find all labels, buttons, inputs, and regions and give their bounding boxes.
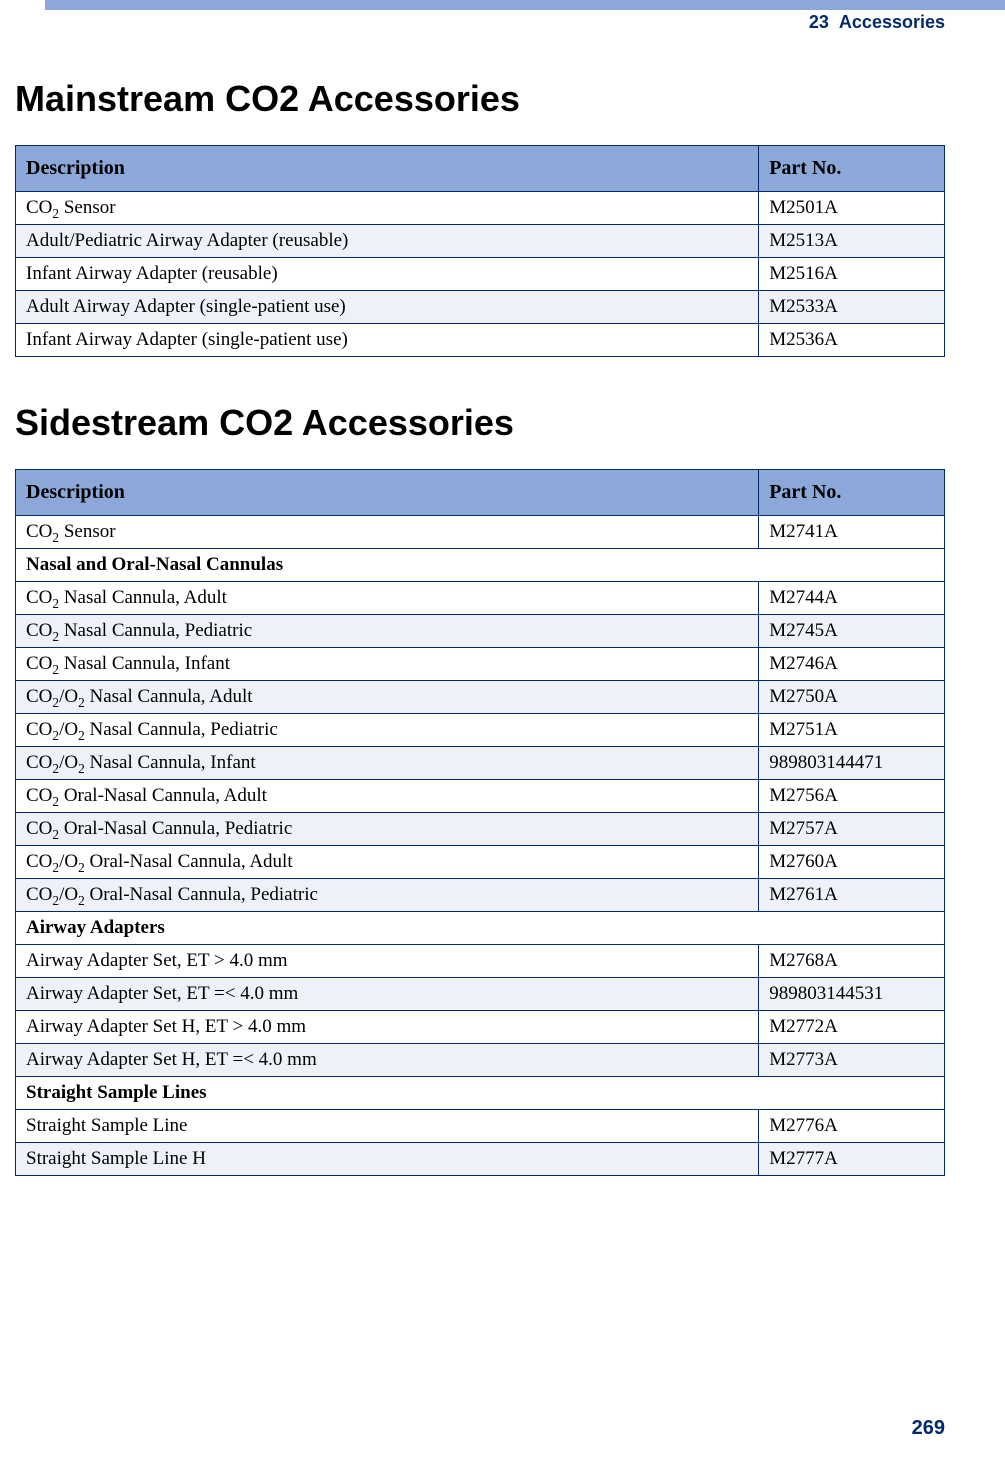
table-row: CO2 Nasal Cannula, AdultM2744A: [16, 582, 945, 615]
table-row: CO2 SensorM2741A: [16, 516, 945, 549]
top-accent-bar: [45, 0, 1005, 10]
cell-description: CO2 Sensor: [16, 192, 759, 225]
page-number: 269: [912, 1417, 945, 1440]
cell-description: Adult/Pediatric Airway Adapter (reusable…: [16, 225, 759, 258]
cell-description: Airway Adapter Set, ET > 4.0 mm: [16, 945, 759, 978]
subheader-cell: Airway Adapters: [16, 912, 945, 945]
cell-description: CO2 Oral-Nasal Cannula, Adult: [16, 780, 759, 813]
table-row: CO2/O2 Nasal Cannula, AdultM2750A: [16, 681, 945, 714]
cell-part-no: 989803144471: [759, 747, 945, 780]
cell-description: CO2/O2 Oral-Nasal Cannula, Pediatric: [16, 879, 759, 912]
cell-part-no: M2776A: [759, 1110, 945, 1143]
cell-part-no: M2536A: [759, 324, 945, 357]
cell-part-no: M2772A: [759, 1011, 945, 1044]
table-header-row: DescriptionPart No.: [16, 470, 945, 516]
table-row: CO2 Oral-Nasal Cannula, PediatricM2757A: [16, 813, 945, 846]
col-description: Description: [16, 146, 759, 192]
cell-part-no: M2777A: [759, 1143, 945, 1176]
subheader-cell: Nasal and Oral-Nasal Cannulas: [16, 549, 945, 582]
cell-description: Straight Sample Line H: [16, 1143, 759, 1176]
section-title: Sidestream CO2 Accessories: [15, 402, 945, 444]
col-part-no: Part No.: [759, 146, 945, 192]
table-row: CO2 Nasal Cannula, PediatricM2745A: [16, 615, 945, 648]
cell-description: CO2 Sensor: [16, 516, 759, 549]
sections-host: Mainstream CO2 AccessoriesDescriptionPar…: [15, 78, 945, 1176]
cell-part-no: M2533A: [759, 291, 945, 324]
cell-part-no: M2745A: [759, 615, 945, 648]
page-container: 23 Accessories Mainstream CO2 Accessorie…: [0, 0, 1005, 1476]
cell-part-no: M2760A: [759, 846, 945, 879]
cell-description: CO2 Oral-Nasal Cannula, Pediatric: [16, 813, 759, 846]
table-row: Infant Airway Adapter (reusable)M2516A: [16, 258, 945, 291]
cell-description: CO2 Nasal Cannula, Adult: [16, 582, 759, 615]
accessory-table: DescriptionPart No.CO2 SensorM2741ANasal…: [15, 469, 945, 1176]
table-row: Airway Adapter Set H, ET =< 4.0 mmM2773A: [16, 1044, 945, 1077]
col-description: Description: [16, 470, 759, 516]
table-row: Airway Adapter Set, ET > 4.0 mmM2768A: [16, 945, 945, 978]
table-subheader-row: Airway Adapters: [16, 912, 945, 945]
cell-part-no: M2746A: [759, 648, 945, 681]
cell-part-no: M2751A: [759, 714, 945, 747]
chapter-number: 23: [809, 12, 829, 32]
cell-part-no: M2741A: [759, 516, 945, 549]
table-row: CO2 Oral-Nasal Cannula, AdultM2756A: [16, 780, 945, 813]
cell-description: CO2 Nasal Cannula, Infant: [16, 648, 759, 681]
cell-part-no: 989803144531: [759, 978, 945, 1011]
table-row: CO2 SensorM2501A: [16, 192, 945, 225]
table-header-row: DescriptionPart No.: [16, 146, 945, 192]
cell-description: Airway Adapter Set H, ET > 4.0 mm: [16, 1011, 759, 1044]
cell-description: CO2/O2 Nasal Cannula, Infant: [16, 747, 759, 780]
cell-description: CO2/O2 Nasal Cannula, Adult: [16, 681, 759, 714]
table-row: CO2/O2 Oral-Nasal Cannula, AdultM2760A: [16, 846, 945, 879]
table-subheader-row: Straight Sample Lines: [16, 1077, 945, 1110]
cell-part-no: M2744A: [759, 582, 945, 615]
table-row: Adult/Pediatric Airway Adapter (reusable…: [16, 225, 945, 258]
cell-description: Airway Adapter Set, ET =< 4.0 mm: [16, 978, 759, 1011]
cell-description: Airway Adapter Set H, ET =< 4.0 mm: [16, 1044, 759, 1077]
cell-description: Infant Airway Adapter (single-patient us…: [16, 324, 759, 357]
table-row: Airway Adapter Set H, ET > 4.0 mmM2772A: [16, 1011, 945, 1044]
cell-part-no: M2761A: [759, 879, 945, 912]
cell-part-no: M2513A: [759, 225, 945, 258]
table-row: Straight Sample LineM2776A: [16, 1110, 945, 1143]
cell-part-no: M2750A: [759, 681, 945, 714]
table-row: CO2/O2 Nasal Cannula, Infant989803144471: [16, 747, 945, 780]
table-row: Straight Sample Line HM2777A: [16, 1143, 945, 1176]
chapter-header: 23 Accessories: [15, 12, 945, 33]
section-title: Mainstream CO2 Accessories: [15, 78, 945, 120]
cell-description: CO2/O2 Nasal Cannula, Pediatric: [16, 714, 759, 747]
cell-part-no: M2756A: [759, 780, 945, 813]
col-part-no: Part No.: [759, 470, 945, 516]
cell-description: CO2 Nasal Cannula, Pediatric: [16, 615, 759, 648]
table-subheader-row: Nasal and Oral-Nasal Cannulas: [16, 549, 945, 582]
table-row: Adult Airway Adapter (single-patient use…: [16, 291, 945, 324]
accessory-table: DescriptionPart No.CO2 SensorM2501AAdult…: [15, 145, 945, 357]
cell-description: Straight Sample Line: [16, 1110, 759, 1143]
table-row: Airway Adapter Set, ET =< 4.0 mm98980314…: [16, 978, 945, 1011]
cell-part-no: M2757A: [759, 813, 945, 846]
table-row: Infant Airway Adapter (single-patient us…: [16, 324, 945, 357]
cell-part-no: M2516A: [759, 258, 945, 291]
cell-description: CO2/O2 Oral-Nasal Cannula, Adult: [16, 846, 759, 879]
cell-description: Adult Airway Adapter (single-patient use…: [16, 291, 759, 324]
table-row: CO2/O2 Nasal Cannula, PediatricM2751A: [16, 714, 945, 747]
cell-description: Infant Airway Adapter (reusable): [16, 258, 759, 291]
subheader-cell: Straight Sample Lines: [16, 1077, 945, 1110]
chapter-title: Accessories: [839, 12, 945, 32]
cell-part-no: M2768A: [759, 945, 945, 978]
cell-part-no: M2501A: [759, 192, 945, 225]
table-row: CO2 Nasal Cannula, InfantM2746A: [16, 648, 945, 681]
cell-part-no: M2773A: [759, 1044, 945, 1077]
table-row: CO2/O2 Oral-Nasal Cannula, PediatricM276…: [16, 879, 945, 912]
